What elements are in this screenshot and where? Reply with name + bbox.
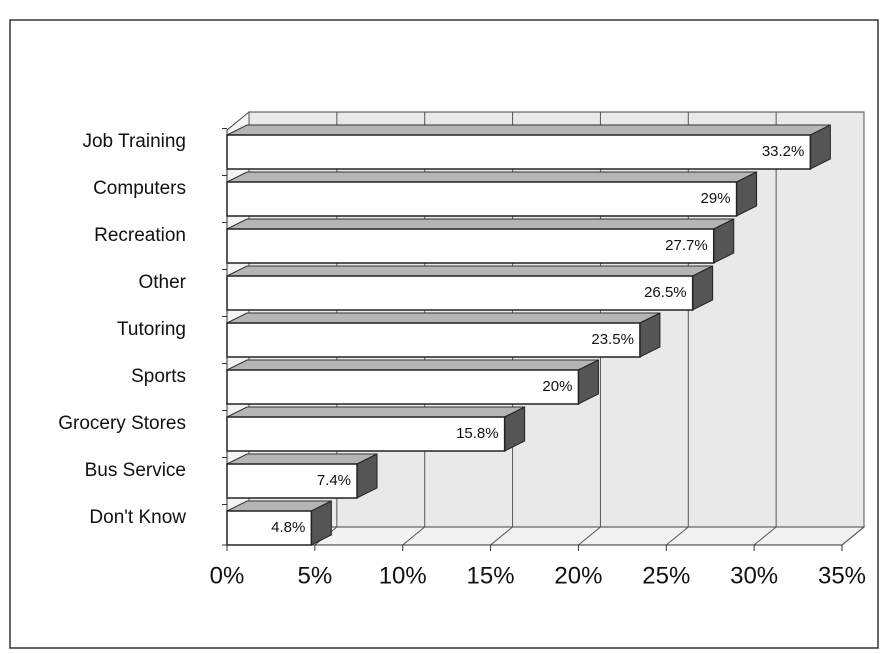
bar-top bbox=[226, 453, 378, 465]
value-label: 20% bbox=[542, 378, 572, 395]
bar bbox=[226, 416, 506, 452]
bar-top bbox=[226, 406, 525, 418]
bar-top bbox=[226, 171, 757, 183]
bar-top bbox=[226, 124, 831, 136]
bar-top bbox=[226, 359, 599, 371]
value-label: 26.5% bbox=[644, 284, 687, 301]
x-tick-label: 15% bbox=[467, 562, 515, 589]
bar bbox=[226, 134, 812, 170]
bar bbox=[226, 181, 738, 217]
value-label: 4.8% bbox=[271, 519, 305, 536]
y-tick-label: Other bbox=[138, 272, 186, 293]
x-tick-label: 35% bbox=[818, 562, 866, 589]
bar-top bbox=[226, 218, 734, 230]
bar bbox=[226, 463, 358, 499]
y-tick-label: Sports bbox=[131, 366, 186, 387]
bar bbox=[226, 510, 313, 546]
y-tick-label: Grocery Stores bbox=[58, 413, 186, 434]
grid-line bbox=[402, 526, 426, 546]
grid-line bbox=[841, 526, 865, 546]
bar bbox=[226, 369, 580, 405]
y-tick-label: Job Training bbox=[82, 131, 186, 152]
y-tick-label: Don't Know bbox=[89, 507, 186, 528]
bar bbox=[226, 322, 641, 358]
x-tick-label: 0% bbox=[210, 562, 245, 589]
value-label: 27.7% bbox=[665, 237, 708, 254]
value-label: 33.2% bbox=[762, 143, 805, 160]
bar-top bbox=[226, 265, 713, 277]
y-tick-label: Tutoring bbox=[117, 319, 186, 340]
grid-line bbox=[753, 526, 777, 546]
x-tick-label: 25% bbox=[642, 562, 690, 589]
y-tick-label: Computers bbox=[93, 178, 186, 199]
y-tick-label: Recreation bbox=[94, 225, 186, 246]
value-label: 7.4% bbox=[317, 472, 351, 489]
grid-line bbox=[665, 526, 689, 546]
x-tick-label: 5% bbox=[298, 562, 333, 589]
grid-line bbox=[490, 526, 513, 546]
value-label: 15.8% bbox=[456, 425, 499, 442]
x-tick-label: 30% bbox=[730, 562, 778, 589]
value-label: 29% bbox=[701, 190, 731, 207]
bar-top bbox=[226, 312, 661, 324]
x-tick-label: 10% bbox=[379, 562, 427, 589]
x-tick-label: 20% bbox=[554, 562, 602, 589]
value-label: 23.5% bbox=[591, 331, 634, 348]
bar bbox=[226, 275, 694, 311]
bar bbox=[226, 228, 715, 264]
y-tick-label: Bus Service bbox=[85, 460, 186, 481]
grid-line bbox=[578, 526, 601, 546]
